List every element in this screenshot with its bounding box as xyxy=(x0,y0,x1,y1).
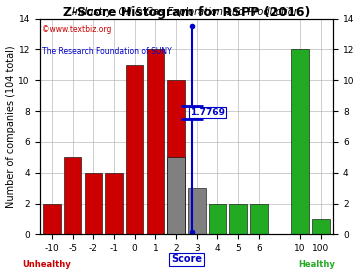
Text: ©www.textbiz.org: ©www.textbiz.org xyxy=(42,25,112,34)
Bar xyxy=(64,157,81,234)
Title: Z-Score Histogram for RSPP (2016): Z-Score Histogram for RSPP (2016) xyxy=(63,6,310,19)
Bar xyxy=(147,49,164,234)
Bar xyxy=(312,219,330,234)
Bar xyxy=(188,188,206,234)
Text: Healthy: Healthy xyxy=(298,260,335,269)
Bar xyxy=(85,173,102,234)
Bar xyxy=(167,157,185,234)
Bar xyxy=(291,49,309,234)
Bar xyxy=(167,80,185,234)
Bar xyxy=(229,204,247,234)
Bar xyxy=(250,204,267,234)
Text: Unhealthy: Unhealthy xyxy=(22,260,71,269)
X-axis label: Score: Score xyxy=(171,254,202,264)
Text: 1.7769: 1.7769 xyxy=(190,108,225,117)
Bar xyxy=(126,65,144,234)
Y-axis label: Number of companies (104 total): Number of companies (104 total) xyxy=(5,45,15,208)
Text: The Research Foundation of SUNY: The Research Foundation of SUNY xyxy=(42,47,172,56)
Text: Industry: Oil & Gas Exploration and Production: Industry: Oil & Gas Exploration and Prod… xyxy=(72,8,300,18)
Bar xyxy=(43,204,61,234)
Bar xyxy=(105,173,123,234)
Bar xyxy=(209,204,226,234)
